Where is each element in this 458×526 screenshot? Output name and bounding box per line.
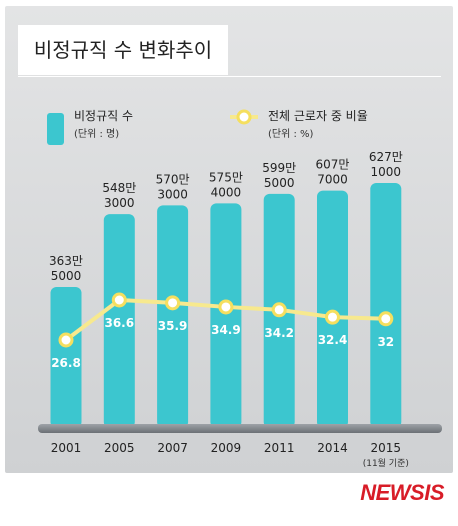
ratio-marker bbox=[165, 295, 181, 311]
bar-value-label-top: 627만 bbox=[369, 150, 403, 164]
bar-value-label-bottom: 1000 bbox=[371, 165, 402, 179]
bar-value-label-top: 570만 bbox=[156, 172, 190, 186]
bar bbox=[50, 287, 82, 428]
bar bbox=[317, 190, 348, 428]
bar-value-label-bottom: 3000 bbox=[104, 196, 135, 210]
ratio-marker bbox=[378, 311, 394, 327]
bar-value-label-top: 363만 bbox=[49, 254, 83, 268]
ratio-marker bbox=[111, 292, 127, 308]
bar bbox=[210, 203, 242, 428]
x-tick-label: 2011 bbox=[264, 441, 295, 455]
bar-value-label-bottom: 5000 bbox=[264, 176, 295, 190]
ratio-label: 34.9 bbox=[211, 323, 241, 337]
newsis-watermark: NEWSIS bbox=[360, 480, 444, 505]
ratio-label: 35.9 bbox=[158, 319, 188, 333]
chart-title: 비정규직 수 변화추이 bbox=[33, 38, 213, 62]
ratio-marker bbox=[58, 332, 74, 348]
bar-value-label-bottom: 5000 bbox=[51, 269, 82, 283]
x-tick-note: (11월 기준) bbox=[363, 457, 409, 469]
x-tick-label: 2007 bbox=[157, 441, 188, 455]
legend-bar-swatch bbox=[47, 113, 64, 145]
bar bbox=[370, 183, 402, 428]
x-tick-label: 2014 bbox=[317, 441, 348, 455]
x-axis-base bbox=[38, 424, 442, 433]
title-divider bbox=[18, 76, 441, 77]
bar-value-label-bottom: 7000 bbox=[317, 173, 348, 187]
legend-line-marker bbox=[236, 109, 252, 125]
x-tick-label: 2001 bbox=[51, 441, 82, 455]
ratio-marker bbox=[271, 302, 287, 318]
bar-value-label-top: 599만 bbox=[262, 161, 296, 175]
ratio-label: 32.4 bbox=[318, 333, 348, 347]
bar-value-label-bottom: 4000 bbox=[211, 185, 242, 199]
legend-bar-label: 비정규직 수 bbox=[74, 109, 133, 123]
legend-line-label: 전체 근로자 중 비율 bbox=[268, 109, 368, 123]
title-box: 비정규직 수 변화추이 bbox=[18, 25, 228, 75]
bar-value-label-top: 575만 bbox=[209, 170, 243, 184]
bar-value-label-top: 607만 bbox=[316, 158, 350, 172]
ratio-marker bbox=[218, 299, 234, 315]
bar bbox=[103, 214, 135, 428]
ratio-label: 26.8 bbox=[51, 356, 81, 370]
bar bbox=[157, 205, 189, 428]
x-tick-label: 2009 bbox=[211, 441, 242, 455]
bar-value-label-top: 548만 bbox=[102, 181, 136, 195]
x-tick-label: 2005 bbox=[104, 441, 135, 455]
ratio-marker bbox=[325, 309, 340, 325]
ratio-label: 32 bbox=[377, 335, 394, 349]
x-tick-label: 2015 bbox=[371, 441, 402, 455]
ratio-label: 34.2 bbox=[264, 326, 294, 340]
ratio-label: 36.6 bbox=[104, 316, 134, 330]
legend-line-unit: (단위 : %) bbox=[268, 127, 314, 140]
legend-bar-unit: (단위 : 명) bbox=[74, 127, 119, 140]
bar-value-label-bottom: 3000 bbox=[157, 187, 188, 201]
